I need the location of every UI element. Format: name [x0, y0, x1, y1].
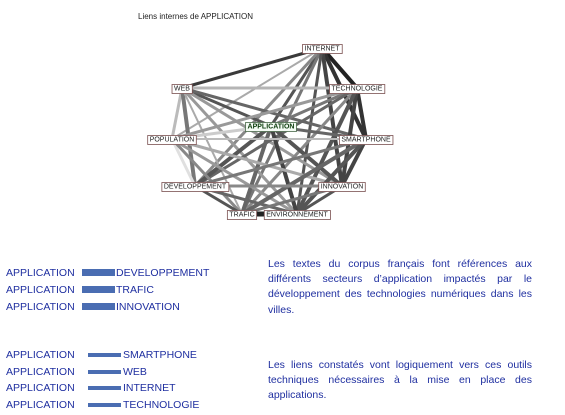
graph-node: INTERNET — [302, 44, 343, 54]
graph-node-label: ENVIRONNEMENT — [266, 212, 328, 219]
network-graph: Liens internes de APPLICATION INTERNET WE… — [138, 12, 394, 220]
graph-node: TECHNOLOGIE — [329, 84, 386, 94]
graph-node-box — [226, 210, 258, 220]
graph-nodes: INTERNET WEB TECHNOLOGIE APPLICATION POPULAT… — [147, 44, 394, 220]
graph-node-box — [338, 135, 394, 145]
graph-node-label: INNOVATION — [321, 184, 364, 191]
graph-node-label: TRAFIC — [229, 212, 254, 219]
graph-edge — [171, 47, 323, 140]
graph-node-box — [147, 135, 197, 145]
link-bar — [88, 369, 121, 374]
link-bar — [88, 352, 121, 357]
link-source: APPLICATION — [6, 348, 75, 361]
graph-edge — [240, 137, 368, 216]
graph-node-label: DEVELOPPEMENT — [164, 184, 227, 191]
graph-node-label: INTERNET — [305, 46, 341, 53]
graph-edge — [193, 137, 368, 188]
graph-node-box — [245, 122, 297, 132]
link-row: APPLICATION TECHNOLOGIE — [6, 397, 199, 412]
link-target: SMARTPHONE — [123, 348, 197, 361]
link-bar — [82, 286, 115, 293]
link-bar — [88, 385, 121, 390]
link-target: WEB — [123, 365, 147, 378]
graph-edge — [269, 86, 359, 128]
graph-title: Liens internes de APPLICATION — [138, 12, 253, 21]
link-source: APPLICATION — [6, 266, 75, 279]
graph-edge — [170, 137, 197, 188]
graph-edge — [180, 86, 273, 128]
link-row: APPLICATION SMARTPHONE — [6, 347, 197, 362]
graph-node: POPULATION — [147, 135, 197, 145]
graph-node-label: POPULATION — [150, 137, 195, 144]
graph-node-box — [263, 210, 331, 220]
link-row: APPLICATION DEVELOPPEMENT — [6, 265, 209, 280]
graph-node-box — [318, 182, 366, 192]
link-row: APPLICATION TRAFIC — [6, 282, 154, 297]
graph-edge — [180, 46, 324, 90]
graph-node-label: APPLICATION — [248, 124, 295, 131]
link-row: APPLICATION INNOVATION — [6, 299, 180, 314]
graph-edge — [355, 86, 368, 141]
link-row: APPLICATION WEB — [6, 364, 147, 379]
link-source: APPLICATION — [6, 381, 75, 394]
link-bar — [82, 269, 115, 276]
graph-node: WEB — [171, 84, 193, 94]
graph-edge — [170, 86, 184, 141]
paragraph-tools: Les liens constatés vont logiquement ver… — [268, 359, 532, 402]
link-bar — [82, 303, 115, 310]
link-bar — [88, 402, 121, 407]
graph-node-label: WEB — [174, 86, 190, 93]
graph-node: INNOVATION — [318, 182, 366, 192]
link-target: INTERNET — [123, 381, 176, 394]
link-row: APPLICATION INTERNET — [6, 380, 176, 395]
graph-node-box — [171, 84, 193, 94]
graph-edge — [340, 137, 368, 188]
link-target: TRAFIC — [116, 283, 154, 296]
link-target: TECHNOLOGIE — [123, 398, 200, 411]
link-source: APPLICATION — [6, 283, 75, 296]
link-target: DEVELOPPEMENT — [116, 266, 210, 279]
graph-node-box — [329, 84, 386, 94]
link-target: INNOVATION — [116, 300, 180, 313]
graph-node-box — [161, 182, 230, 192]
graph-node: APPLICATION — [245, 122, 297, 132]
graph-node: ENVIRONNEMENT — [263, 210, 331, 220]
paragraph-sectors: Les textes du corpus français font référ… — [268, 258, 532, 316]
link-source: APPLICATION — [6, 300, 75, 313]
graph-node: TRAFIC — [226, 210, 258, 220]
graph-edge — [295, 137, 368, 216]
link-source: APPLICATION — [6, 398, 75, 411]
graph-node-box — [302, 44, 343, 54]
graph-edge — [320, 46, 359, 90]
graph-node: SMARTPHONE — [338, 135, 394, 145]
graph-node-label: SMARTPHONE — [341, 137, 391, 144]
graph-edge — [170, 137, 244, 216]
graph-edge — [170, 86, 359, 141]
graph-edge — [193, 46, 324, 188]
graph-edge — [170, 137, 344, 188]
graph-node-label: TECHNOLOGIE — [332, 86, 383, 93]
graph-node: DEVELOPPEMENT — [161, 182, 230, 192]
link-source: APPLICATION — [6, 365, 75, 378]
